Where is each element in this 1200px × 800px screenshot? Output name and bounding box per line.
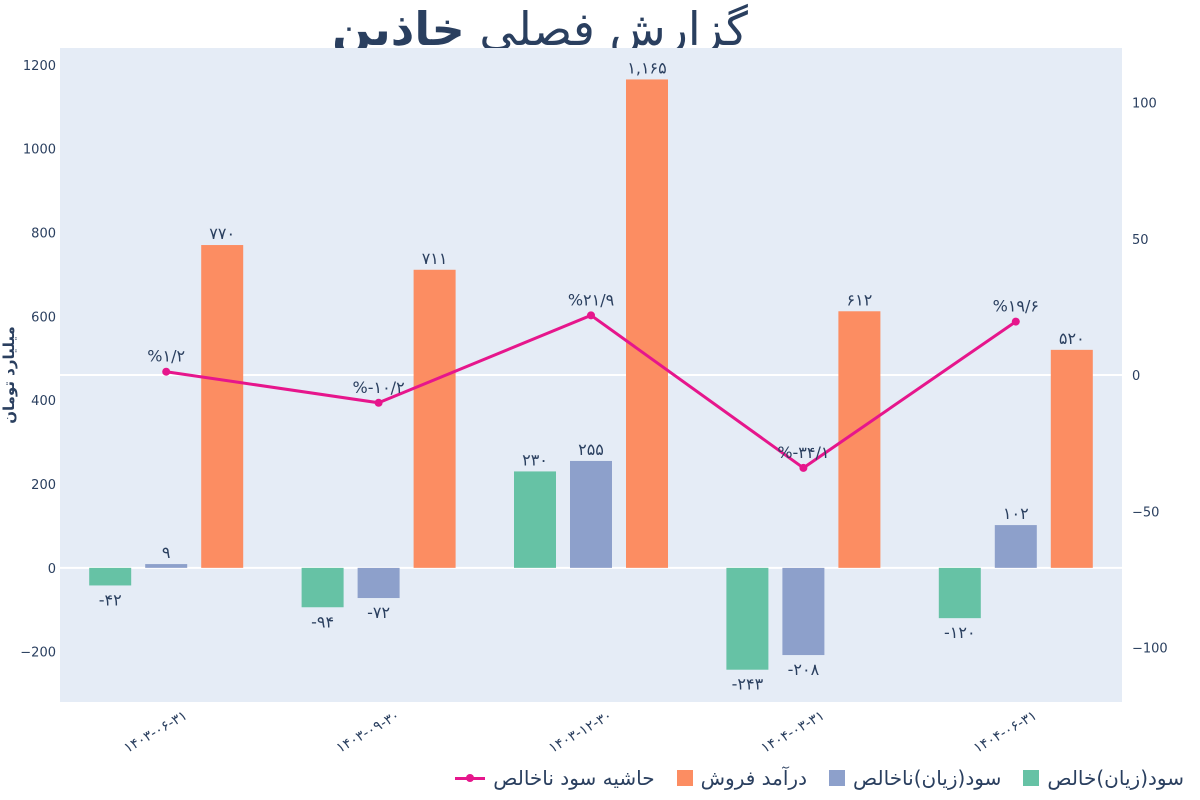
chart-title-bold: خاذین [332,2,465,56]
x-tick-label: ۱۴۰۳-۰۶-۳۱ [121,708,190,757]
bar-value-label: ۱,۱۶۵ [627,58,666,77]
bar-1-2 [301,567,344,608]
margin-point [587,311,595,320]
bar-value-label: -۲۰۸ [788,660,820,679]
margin-point [1011,317,1020,326]
bar-value-label: -۱۲۰ [944,623,976,642]
margin-value-label: %۲۱/۹ [568,290,614,309]
bar-1-1 [89,567,132,586]
y-tick-label: 0 [48,562,56,577]
x-tick-label: ۱۴۰۳-۰۹-۳۰ [334,708,403,757]
y-tick-label: −200 [20,646,56,661]
x-tick-label: ۱۴۰۴-۰۶-۳۱ [971,708,1040,757]
y-tick-label: 800 [31,226,56,241]
bar-value-label: ۹ [162,543,171,562]
bar-2-3 [570,460,612,568]
y-tick-label: 600 [31,310,56,325]
bar-value-label: ۷۷۰ [209,224,235,243]
y2-tick-label: −100 [1132,642,1168,657]
bar-3-5 [1050,349,1093,568]
bar-2-5 [994,525,1037,568]
bar-2-4 [782,567,825,656]
bar-value-label: ۷۱۱ [422,249,448,268]
chart: 1200 1000 800 600 400 200 0 −200 100 50 0 −50 −100 می… [0,48,1168,757]
x-tick-label: ۱۴۰۴-۰۳-۳۱ [759,708,828,757]
bar-2-2 [357,567,400,599]
chart-title-light: گزارش فصلی [479,2,748,56]
y-axis-label: میلیارد تومان [0,326,18,424]
bar-value-label: ۵۲۰ [1059,329,1085,348]
y2-tick-label: 50 [1132,233,1149,248]
margin-point [162,367,171,376]
margin-point [374,398,383,407]
legend-swatch-icon [1023,770,1040,786]
legend-item-gross-margin[interactable]: حاشیه سود ناخالص [455,766,655,790]
legend-item-net-profit[interactable]: سود(زیان)خالص [1023,766,1184,790]
y2-tick-label: −50 [1132,505,1159,520]
bar-value-label: ۱۰۲ [1003,504,1029,523]
y2-tick-label: 100 [1132,97,1157,112]
y-tick-label: 400 [31,394,56,409]
bar-2-1 [145,564,188,568]
margin-value-label: %۱/۲ [147,347,185,366]
legend-label: حاشیه سود ناخالص [493,766,655,790]
bar-1-4 [726,567,769,670]
bar-value-label: -۷۲ [367,603,390,622]
bar-value-label: ۲۵۵ [578,440,604,459]
chart-title: گزارش فصلی خاذین [315,2,765,56]
bar-value-label: ۲۳۰ [522,450,548,469]
bar-value-label: ۶۱۲ [847,290,873,309]
legend-label: سود(زیان)ناخالص [853,766,1002,790]
x-tick-label: ۱۴۰۳-۱۲-۳۰ [546,708,615,757]
y-tick-label: 200 [31,478,56,493]
legend-item-gross-profit[interactable]: سود(زیان)ناخالص [829,766,1001,790]
bar-value-label: -۴۲ [99,590,122,609]
legend-swatch-line-icon [455,770,486,786]
y-tick-label: 1000 [23,143,56,158]
legend-label: درآمد فروش [700,766,807,790]
margin-value-label: %۱۹/۶ [993,297,1039,316]
legend-swatch-icon [676,770,693,786]
y2-tick-label: 0 [1132,369,1140,384]
legend: حاشیه سود ناخالص درآمد فروش سود(زیان)ناخ… [455,766,1184,790]
legend-swatch-icon [829,770,845,786]
bar-value-label: -۹۴ [311,612,334,631]
margin-value-label: %-۳۴/۱ [777,443,829,462]
legend-item-revenue[interactable]: درآمد فروش [676,766,807,790]
margin-value-label: %-۱۰/۲ [353,378,405,397]
legend-label: سود(زیان)خالص [1047,766,1184,790]
bar-3-1 [201,245,244,568]
margin-point [799,463,808,472]
bar-3-2 [413,269,456,568]
bar-value-label: -۲۴۳ [732,675,764,694]
y-tick-label: 1200 [23,59,56,74]
bar-1-3 [514,471,556,568]
bar-1-5 [938,567,981,619]
bar-3-3 [626,79,668,568]
